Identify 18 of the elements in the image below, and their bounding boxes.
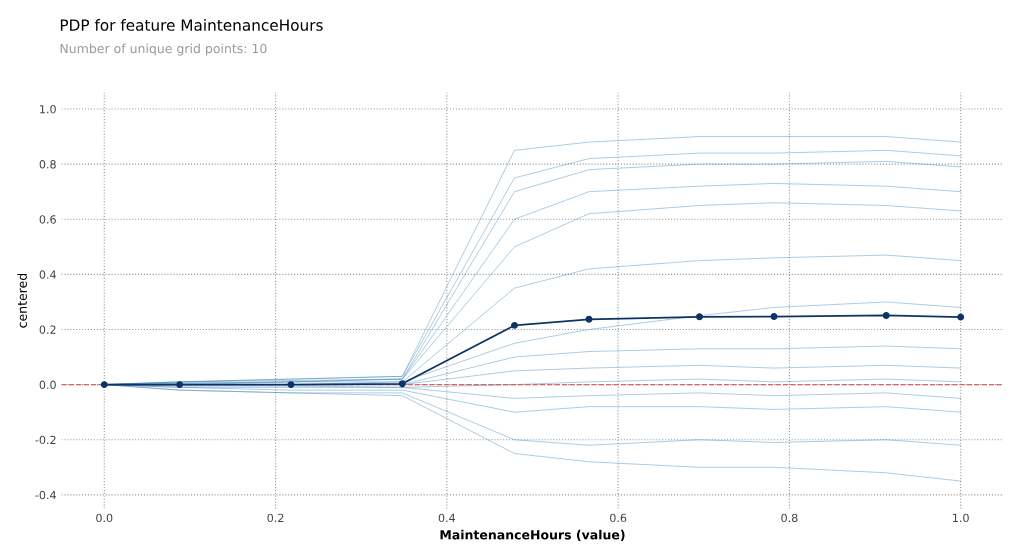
y-tick-label: 1.0: [40, 104, 56, 114]
chart-subtitle: Number of unique grid points: 10: [60, 43, 267, 56]
x-tick-label: 1.0: [953, 513, 969, 523]
y-tick-label: 0.0: [39, 380, 56, 389]
x-tick-label: 0.2: [267, 513, 284, 523]
y-tick-label: 0.6: [39, 215, 56, 224]
chart-title: PDP for feature MaintenanceHours: [60, 19, 323, 31]
x-tick-label: 0.0: [96, 513, 113, 523]
y-tick-label: 0.4: [39, 270, 56, 279]
x-tick-label: 0.6: [610, 513, 627, 523]
x-tick-label: 0.8: [781, 513, 798, 523]
y-tick-label: 0.2: [39, 325, 56, 334]
y-tick-label: -0.4: [35, 490, 56, 500]
x-tick-label: 0.4: [438, 513, 456, 523]
x-axis-title: MaintenanceHours (value): [440, 529, 625, 541]
y-tick-label: -0.2: [35, 435, 56, 445]
y-tick-label: 0.8: [39, 160, 56, 169]
y-axis-title: centered: [17, 273, 27, 328]
